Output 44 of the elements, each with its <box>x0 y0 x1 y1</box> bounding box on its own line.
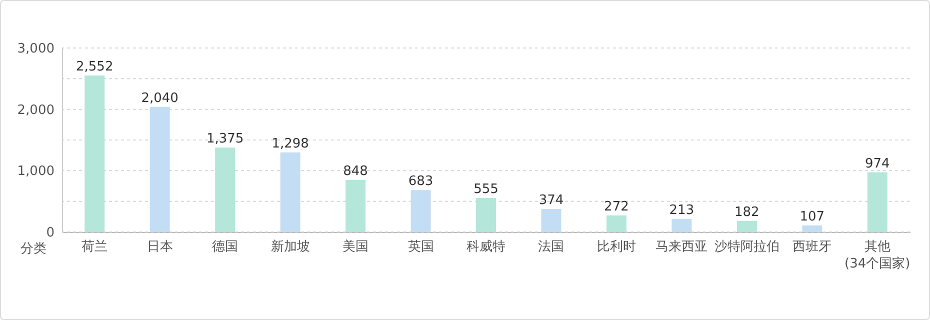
x-axis-title: 分类 <box>20 242 46 256</box>
bar <box>606 215 626 232</box>
y-tick-label: 0 <box>46 226 54 240</box>
x-tick-label: 新加坡 <box>270 240 310 254</box>
y-tick-label: 1,000 <box>17 164 54 180</box>
bar <box>215 148 236 232</box>
data-label: 683 <box>408 174 434 190</box>
data-label: 272 <box>604 199 629 214</box>
data-label: 213 <box>669 202 694 218</box>
bar <box>84 75 105 232</box>
data-label: 1,298 <box>272 136 309 152</box>
bar <box>802 225 822 232</box>
data-label: 555 <box>474 182 498 197</box>
x-tick-label: 美国 <box>342 238 369 254</box>
data-label: 107 <box>800 209 825 224</box>
bar <box>672 218 692 232</box>
x-tick-label: 法国 <box>538 240 564 254</box>
x-tick-label: 沙特阿拉伯 <box>714 240 780 254</box>
x-tick-label: 比利时 <box>596 240 636 254</box>
x-tick-label: 日本 <box>146 240 173 254</box>
bar <box>410 190 431 232</box>
x-tick-label: 荷兰 <box>82 240 108 254</box>
data-label: 974 <box>864 156 890 172</box>
x-tick-label: 德国 <box>212 240 238 254</box>
y-tick-label: 2,000 <box>17 102 54 118</box>
x-tick-label: 科威特 <box>466 240 506 254</box>
data-label: 182 <box>734 204 760 220</box>
bar <box>541 209 562 232</box>
bar <box>150 106 170 232</box>
y-tick-label: 3,000 <box>17 42 54 56</box>
data-label: 374 <box>538 193 564 208</box>
data-label: 1,375 <box>206 132 244 147</box>
x-tick-label: 英国 <box>408 240 434 254</box>
x-tick-label: 西班牙 <box>792 240 832 254</box>
data-label: 2,040 <box>141 90 178 106</box>
data-label: 2,552 <box>76 59 114 74</box>
bar <box>476 198 496 232</box>
data-label: 848 <box>343 164 368 179</box>
x-tick-label: 马来西亚 <box>656 240 708 254</box>
bar <box>867 172 888 232</box>
bar <box>736 220 757 232</box>
bar <box>346 180 366 232</box>
bar <box>280 152 300 232</box>
x-tick-label: 其他 (34个国家) <box>844 240 910 272</box>
